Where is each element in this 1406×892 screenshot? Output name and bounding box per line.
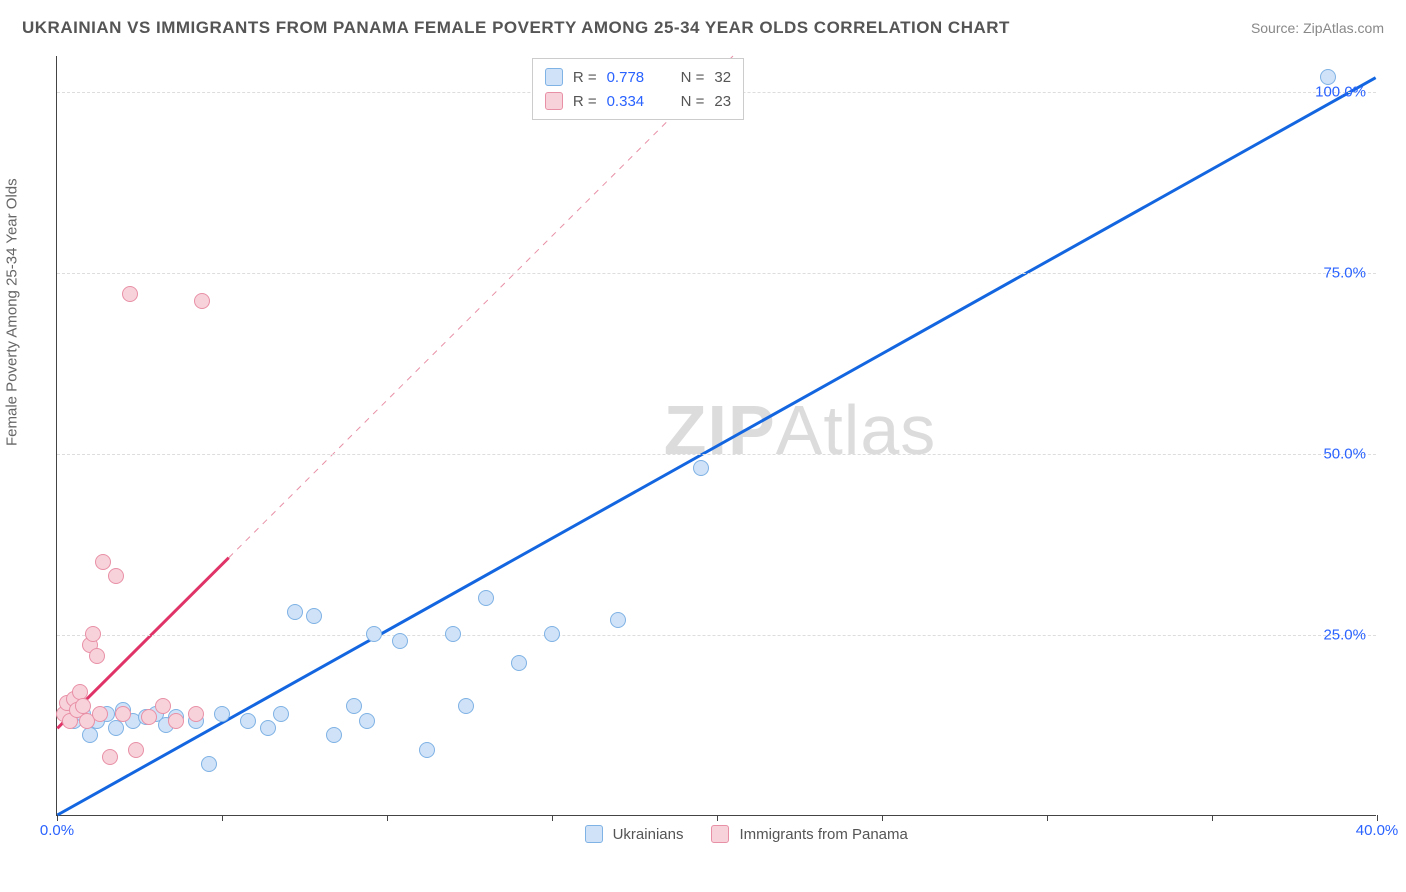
correlation-legend: R = 0.778 N = 32 R = 0.334 N = 23 [532,58,744,120]
data-point [95,554,111,570]
data-point [168,713,184,729]
gridline [57,635,1376,636]
data-point [188,706,204,722]
data-point [155,698,171,714]
data-point [445,626,461,642]
y-tick-label: 100.0% [1315,84,1366,101]
data-point [326,727,342,743]
x-tick-mark [717,815,718,821]
x-tick-mark [1377,815,1378,821]
data-point [306,608,322,624]
series-legend: Ukrainians Immigrants from Panama [585,825,926,843]
trend-lines-layer [57,56,1376,815]
data-point [72,684,88,700]
x-tick-label: 0.0% [40,822,74,839]
data-point [102,749,118,765]
gridline [57,454,1376,455]
data-point [478,590,494,606]
x-tick-mark [552,815,553,821]
legend-row: R = 0.778 N = 32 [545,65,731,89]
data-point [75,698,91,714]
x-tick-mark [882,815,883,821]
legend-swatch [545,68,563,86]
data-point [693,460,709,476]
data-point [287,604,303,620]
data-point [260,720,276,736]
data-point [544,626,560,642]
chart-title: UKRAINIAN VS IMMIGRANTS FROM PANAMA FEMA… [22,18,1010,38]
data-point [89,648,105,664]
data-point [108,720,124,736]
x-tick-mark [1047,815,1048,821]
data-point [240,713,256,729]
data-point [201,756,217,772]
x-tick-mark [1212,815,1213,821]
trend-line [57,78,1375,815]
data-point [511,655,527,671]
legend-label: Immigrants from Panama [739,826,907,843]
data-point [108,568,124,584]
n-label: N = [681,69,705,86]
r-label: R = [573,93,597,110]
data-point [346,698,362,714]
y-tick-label: 50.0% [1323,446,1366,463]
n-value: 23 [714,93,731,110]
legend-label: Ukrainians [613,826,684,843]
data-point [359,713,375,729]
data-point [392,633,408,649]
legend-swatch [545,92,563,110]
n-value: 32 [714,69,731,86]
data-point [92,706,108,722]
data-point [128,742,144,758]
data-point [610,612,626,628]
y-axis-title: Female Poverty Among 25-34 Year Olds [4,178,21,446]
legend-swatch [711,825,729,843]
chart-plot-area: ZIPAtlas 25.0%50.0%75.0%100.0%0.0%40.0%R… [56,56,1376,816]
r-value: 0.334 [607,93,663,110]
data-point [419,742,435,758]
x-tick-mark [222,815,223,821]
data-point [122,286,138,302]
data-point [1320,69,1336,85]
source-label: Source: ZipAtlas.com [1251,20,1384,36]
y-tick-label: 25.0% [1323,627,1366,644]
x-tick-mark [57,815,58,821]
data-point [115,706,131,722]
n-label: N = [681,93,705,110]
data-point [366,626,382,642]
trend-line-dashed [229,56,733,558]
data-point [141,709,157,725]
x-tick-label: 40.0% [1356,822,1399,839]
legend-row: R = 0.334 N = 23 [545,89,731,113]
data-point [85,626,101,642]
r-value: 0.778 [607,69,663,86]
data-point [458,698,474,714]
r-label: R = [573,69,597,86]
data-point [194,293,210,309]
legend-swatch [585,825,603,843]
y-tick-label: 75.0% [1323,265,1366,282]
gridline [57,273,1376,274]
data-point [82,727,98,743]
data-point [273,706,289,722]
x-tick-mark [387,815,388,821]
data-point [214,706,230,722]
